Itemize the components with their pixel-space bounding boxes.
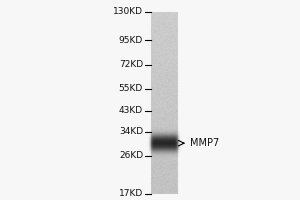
Text: 43KD: 43KD [119,106,143,115]
Text: 130KD: 130KD [113,7,143,17]
Text: 17KD: 17KD [119,190,143,198]
Text: 34KD: 34KD [119,127,143,136]
Text: 55KD: 55KD [119,84,143,93]
Text: 95KD: 95KD [119,36,143,45]
Text: MMP7: MMP7 [190,138,219,148]
Text: 26KD: 26KD [119,151,143,160]
Text: 72KD: 72KD [119,60,143,69]
